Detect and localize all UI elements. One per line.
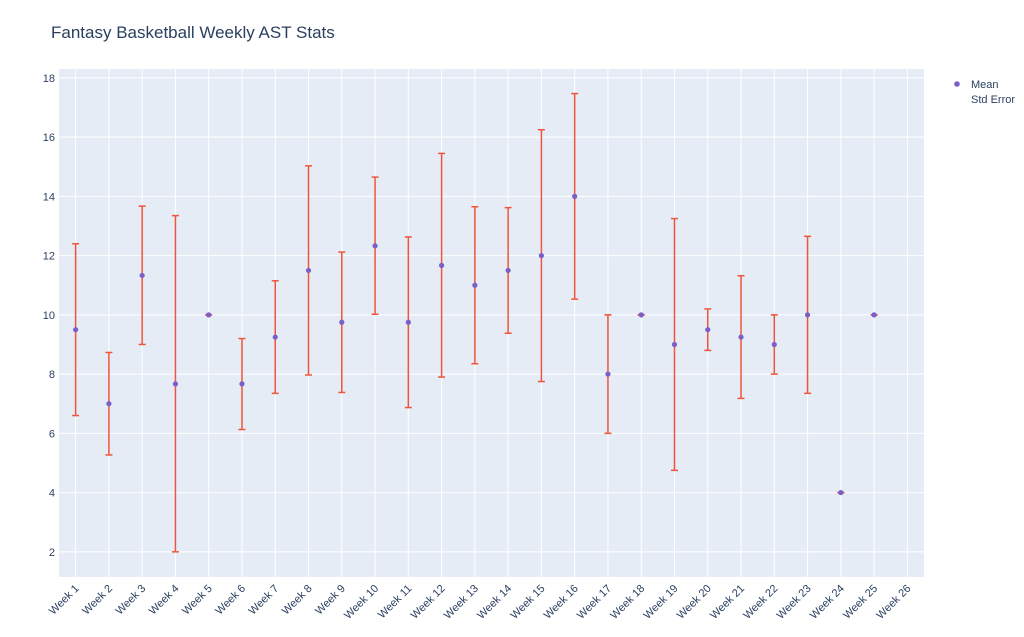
y-tick-label: 4 — [49, 488, 55, 500]
mean-point[interactable] — [305, 267, 312, 274]
mean-point[interactable] — [239, 381, 245, 387]
x-tick-label: Week 1 — [47, 583, 82, 618]
x-tick-label: Week 17 — [575, 583, 614, 622]
x-tick-label: Week 23 — [775, 583, 814, 622]
x-tick-label: Week 2 — [80, 583, 115, 618]
x-tick-label: Week 12 — [409, 583, 448, 622]
mean-point[interactable] — [638, 312, 644, 318]
mean-point[interactable] — [738, 334, 744, 340]
legend-std-error-label: Std Error — [971, 94, 1015, 106]
mean-point[interactable] — [472, 282, 478, 288]
y-tick-label: 12 — [43, 251, 55, 263]
x-tick-label: Week 24 — [808, 583, 847, 622]
x-tick-label: Week 22 — [741, 583, 780, 622]
x-tick-label: Week 4 — [147, 583, 182, 618]
y-axis: 2 4 6 8 10 12 14 16 18 — [43, 73, 55, 559]
legend-mean-marker — [954, 81, 960, 87]
mean-point[interactable] — [372, 243, 378, 249]
x-tick-label: Week 15 — [508, 583, 547, 622]
mean-point[interactable] — [671, 341, 678, 348]
mean-point[interactable] — [871, 312, 877, 318]
legend-mean-label: Mean — [971, 79, 999, 91]
x-tick-label: Week 20 — [675, 583, 714, 622]
mean-points — [73, 193, 877, 496]
mean-point[interactable] — [106, 401, 112, 407]
mean-point[interactable] — [272, 334, 278, 340]
mean-point[interactable] — [572, 193, 578, 199]
y-tick-label: 10 — [43, 310, 55, 322]
x-tick-label: Week 16 — [542, 583, 581, 622]
plot-area — [59, 69, 924, 577]
x-tick-label: Week 8 — [280, 583, 315, 618]
x-tick-label: Week 6 — [213, 583, 248, 618]
y-tick-label: 8 — [49, 369, 55, 381]
x-tick-label: Week 18 — [608, 583, 647, 622]
y-tick-label: 2 — [49, 547, 55, 559]
x-tick-label: Week 7 — [247, 583, 282, 618]
y-tick-label: 16 — [43, 132, 55, 144]
x-tick-label: Week 11 — [376, 583, 414, 621]
y-tick-label: 18 — [43, 73, 55, 85]
mean-point[interactable] — [73, 327, 79, 333]
mean-point[interactable] — [538, 253, 545, 259]
mean-point[interactable] — [605, 371, 611, 377]
mean-point[interactable] — [705, 327, 711, 333]
mean-point[interactable] — [206, 312, 212, 318]
mean-point[interactable] — [172, 381, 179, 387]
mean-point[interactable] — [139, 272, 145, 279]
legend[interactable]: Mean Std Error — [954, 79, 1015, 106]
mean-point[interactable] — [405, 319, 411, 325]
mean-point[interactable] — [838, 489, 844, 496]
y-tick-label: 14 — [43, 191, 55, 203]
mean-point[interactable] — [804, 312, 811, 318]
x-tick-label: Week 10 — [342, 583, 381, 622]
x-tick-label: Week 14 — [475, 583, 514, 622]
chart-title: Fantasy Basketball Weekly AST Stats — [51, 23, 335, 42]
x-tick-label: Week 25 — [841, 583, 880, 622]
x-tick-label: Week 21 — [708, 583, 747, 622]
mean-point[interactable] — [771, 341, 777, 348]
mean-point[interactable] — [505, 267, 511, 274]
x-tick-label: Week 13 — [442, 583, 481, 622]
y-tick-label: 6 — [49, 428, 55, 440]
x-tick-label: Week 3 — [114, 583, 149, 618]
x-tick-label: Week 19 — [642, 583, 681, 622]
x-tick-label: Week 5 — [180, 583, 215, 618]
x-tick-label: Week 26 — [874, 583, 913, 622]
mean-point[interactable] — [438, 262, 445, 268]
mean-point[interactable] — [339, 319, 345, 325]
